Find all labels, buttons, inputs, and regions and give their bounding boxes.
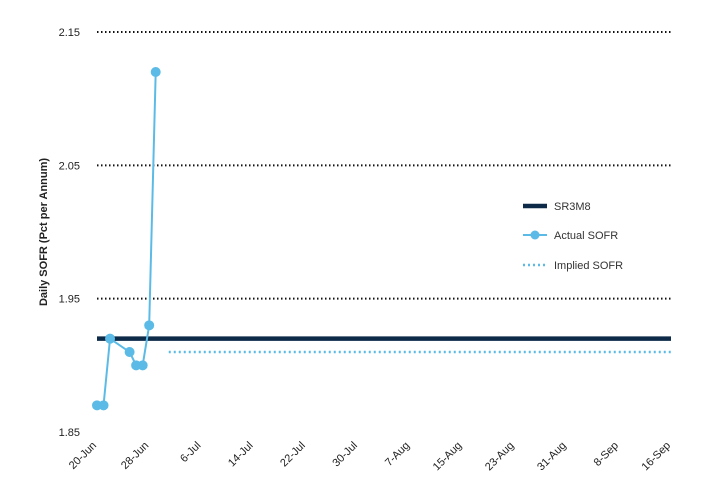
y-tick-label: 2.05 (59, 160, 80, 172)
actual-sofr-point (150, 67, 161, 77)
x-tick-label: 15-Aug (431, 440, 465, 474)
gridlines (97, 31, 671, 300)
legend-marker-actual-sofr (530, 230, 540, 240)
y-axis-label: Daily SOFR (Pct per Annum) (38, 158, 50, 306)
actual-sofr-point (144, 320, 155, 331)
actual-sofr-point (98, 400, 109, 411)
x-tick-label: 14-Jul (226, 440, 256, 470)
y-tick-label: 1.85 (59, 427, 80, 439)
x-tick-label: 31-Aug (535, 440, 569, 474)
x-tick-label: 16-Sep (640, 440, 674, 474)
x-tick-label: 6-Jul (178, 440, 203, 465)
legend: SR3M8 Actual SOFR Implied SOFR (523, 201, 623, 272)
y-tick-label: 2.15 (59, 27, 80, 39)
actual-sofr-point (137, 360, 148, 371)
x-tick-label: 7-Aug (383, 440, 412, 469)
actual-sofr-point (105, 333, 116, 344)
y-tick-label: 1.95 (59, 294, 80, 306)
series-layer (92, 67, 671, 411)
x-tick-label: 30-Jul (330, 440, 360, 470)
legend-label: SR3M8 (554, 201, 591, 213)
x-tick-label: 20-Jun (67, 440, 99, 472)
y-axis-tick-labels: 1.85 1.95 2.05 2.15 (59, 27, 80, 439)
legend-label: Implied SOFR (554, 260, 623, 272)
series-line-actual-sofr (97, 71, 157, 407)
x-tick-label: 22-Jul (278, 440, 308, 470)
x-axis-tick-labels: 20-Jun 28-Jun 6-Jul 14-Jul 22-Jul 30-Jul 7-Aug… (67, 440, 673, 474)
x-tick-label: 8-Sep (592, 440, 621, 469)
x-tick-label: 28-Jun (119, 440, 151, 472)
actual-sofr-point (124, 347, 135, 357)
x-tick-label: 23-Aug (483, 440, 517, 474)
legend-label: Actual SOFR (554, 230, 618, 242)
